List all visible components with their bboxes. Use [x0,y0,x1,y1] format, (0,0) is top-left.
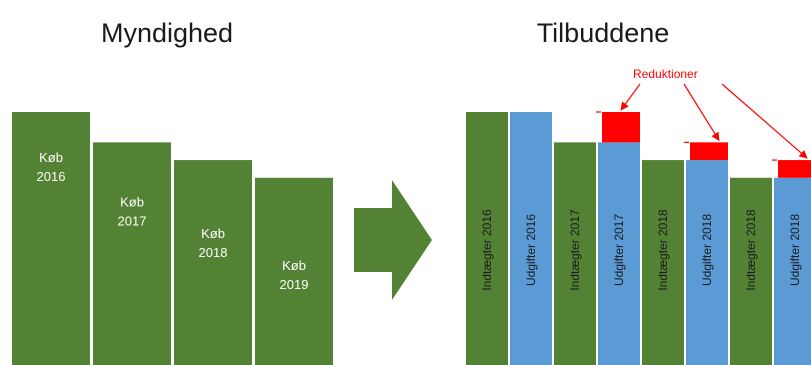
right-bar-label-6: Udgifter 2018 [700,214,714,286]
left-bar-1 [12,112,90,365]
reduction-block-2 [690,142,728,161]
reduction-block-1 [602,112,640,143]
left-bar-year-2: 2017 [118,213,147,228]
left-bar-4 [255,177,333,365]
right-bar-1 [466,112,508,365]
left-bar-label-2: Køb [120,194,144,209]
reductions-label: Reduktioner [633,67,698,81]
reduction-pointer-2 [683,83,720,142]
right-bar-7 [730,177,772,365]
left-bar-group: Køb 2016 Køb 2017 Køb 2018 Køb 2019 [12,112,333,365]
left-bar-2 [93,142,171,365]
left-bar-label-4: Køb [282,258,306,273]
right-bar-8 [774,177,811,365]
reduction-pointer-3 [721,83,808,159]
right-bar-label-3: Indtægter 2017 [568,209,582,291]
right-arrow-icon [354,180,432,300]
left-bar-label-1: Køb [39,150,63,165]
left-bar-year-3: 2018 [199,245,228,260]
left-bar-year-1: 2016 [37,169,66,184]
right-bar-label-7: Indtægter 2018 [744,209,758,291]
right-bar-4 [598,142,640,365]
right-bar-label-5: Indtægter 2018 [656,209,670,291]
right-bar-label-1: Indtægter 2016 [480,209,494,291]
left-bar-label-3: Køb [201,226,225,241]
left-title: Myndighed [101,18,233,48]
left-bar-year-4: 2019 [280,277,309,292]
right-bar-6 [686,160,728,365]
right-title: Tilbuddene [537,18,670,48]
right-bar-label-8: Udgifter 2018 [788,214,802,286]
right-bar-3 [554,142,596,365]
reduction-pointer-1 [620,83,641,111]
right-bar-group: Indtægter 2016 Udgifter 2016 Indtægter 201… [466,112,811,365]
right-bar-5 [642,160,684,365]
right-bar-label-2: Udgifter 2016 [524,214,538,286]
right-bar-label-4: Udgifter 2017 [612,214,626,286]
left-bar-3 [174,160,252,365]
reduction-group [596,83,811,178]
right-bar-2 [510,112,552,365]
reduction-block-3 [778,160,811,178]
